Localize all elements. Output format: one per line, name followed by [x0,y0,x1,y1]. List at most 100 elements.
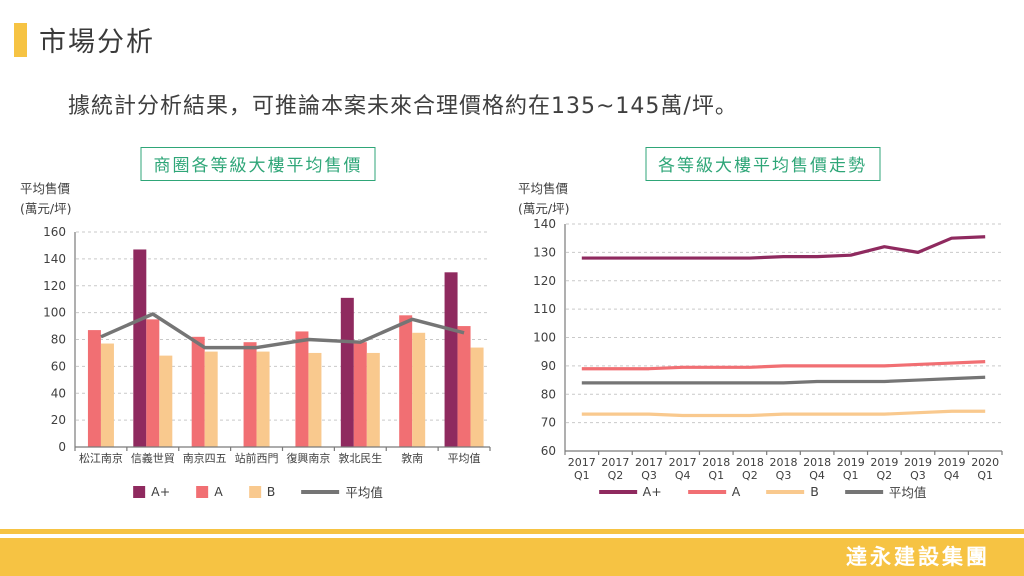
legend-label: 平均值 [345,485,383,500]
x-tick-label: 2017 [568,456,596,469]
y-tick-label: 100 [533,331,556,345]
legend-square-swatch [248,485,261,498]
legend-label: B [810,484,819,499]
bar-A [146,319,160,447]
y-tick-label: 110 [533,302,556,316]
x-tick-label: Q1 [977,469,993,482]
legend-item-A+: A+ [133,484,170,499]
legend-label: A [214,484,223,499]
x-tick-label: Q3 [776,469,792,482]
bar-B [470,347,484,447]
y-tick-label: 160 [43,225,66,239]
x-tick-label: 2020 [971,456,999,469]
y-tick-label: 60 [51,359,66,373]
bar-A [353,342,367,447]
y-tick-label: 140 [43,252,66,266]
legend-line-swatch [766,489,805,494]
legend-line-swatch [844,489,883,494]
line-A+ [581,235,986,260]
legend-item-平均值: 平均值 [301,482,383,501]
bar-B [366,352,380,447]
subtitle-text: 據統計分析結果，可推論本案未來合理價格約在135~145萬/坪。 [68,94,738,119]
x-tick-label: 平均值 [448,452,481,465]
legend-item-A: A [687,484,741,499]
legend-label: A+ [151,484,171,499]
y-tick-label: 70 [541,416,556,430]
legend-line-swatch [687,489,726,494]
legend-label: A [731,484,741,499]
company-name: 達永建設集團 [846,545,990,569]
x-tick-label: Q3 [910,469,926,482]
x-tick-label: Q1 [843,469,859,482]
x-tick-label: 2018 [702,456,730,469]
x-tick-label: 敦北民生 [338,451,382,465]
x-tick-label: 敦南 [401,451,423,465]
x-tick-label: 站前西門 [235,451,279,465]
legend-item-B: B [766,484,819,499]
y-tick-label: 90 [541,359,556,373]
bar-A [399,315,413,447]
bar-B [159,355,173,447]
bar-A [191,336,205,447]
x-tick-label: 2019 [870,456,898,469]
x-tick-label: Q4 [944,469,960,482]
line-A [581,360,986,371]
x-tick-label: 信義世貿 [131,451,175,465]
line-平均值 [100,312,465,350]
bar-A [295,331,309,447]
y-tick-label: 20 [51,413,66,427]
y-tick-label: 140 [533,217,556,231]
x-tick-label: Q2 [742,469,758,482]
bar-A [87,330,101,447]
x-tick-label: 2018 [736,456,764,469]
y-tick-label: 100 [43,306,66,320]
x-tick-label: Q2 [877,469,893,482]
y-tick-label: 120 [43,279,66,293]
x-tick-label: Q1 [708,469,724,482]
x-tick-label: Q3 [641,469,657,482]
y-axis-label-line1: 平均售價 [20,181,71,196]
legend-label: B [266,484,276,499]
y-tick-label: 0 [58,440,66,454]
line-chart-legend: A+ A B 平均值 [598,482,927,501]
line-chart-title: 各等級大樓平均售價走勢 [645,147,880,181]
x-tick-label: 2019 [904,456,932,469]
page-title: 市場分析 [39,27,155,58]
bar-chart-plot: 0 20 40 60 80 100 120 140 160 松江南京 信義世貿 南京四五 站前西門 復興南… [43,225,491,465]
y-tick-label: 80 [51,333,66,347]
line-B [581,409,986,418]
x-tick-label: Q2 [608,469,624,482]
bar-chart-section: 商圈各等級大樓平均售價 平均售價 (萬元/坪) 0 20 40 60 80 100 120 1… [12,145,504,513]
x-tick-label: Q4 [675,469,691,482]
y-tick-label: 130 [533,245,556,259]
x-tick-label: 2019 [837,456,865,469]
y-tick-label: 120 [533,274,556,288]
bar-chart-title: 商圈各等級大樓平均售價 [140,147,376,181]
bar-chart-legend: A+ A B 平均值 [133,482,383,501]
legend-label: A+ [642,484,662,499]
bar-B [204,351,218,447]
line-chart-y-axis-label: 平均售價 (萬元/坪) [518,179,569,219]
x-tick-label: 南京四五 [183,451,227,465]
y-tick-label: 60 [541,444,556,458]
x-tick-label: 2017 [635,456,663,469]
line-chart-plot: 607080901001101201301402017Q12017Q22017Q… [533,217,1003,482]
bar-A+ [340,297,354,447]
footer-accent-stripe [0,529,1024,534]
x-tick-label: Q4 [809,469,825,482]
legend-line-swatch [301,489,340,494]
title-accent-bar [14,23,27,57]
line-平均值 [581,375,986,385]
x-tick-label: 松江南京 [79,451,123,465]
x-tick-label: 2018 [770,456,798,469]
legend-label: 平均值 [888,485,927,500]
legend-line-swatch [598,489,637,494]
bar-B [100,343,114,447]
line-chart-section: 各等級大樓平均售價走勢 平均售價 (萬元/坪) 60 70 80 90 100 110 12… [510,145,1015,513]
y-axis-label-line2: (萬元/坪) [20,201,72,216]
legend-item-平均值: 平均值 [844,482,927,501]
bar-A [457,326,471,447]
y-tick-label: 80 [541,387,556,401]
x-tick-label: 2017 [601,456,629,469]
legend-item-A: A [196,484,223,499]
